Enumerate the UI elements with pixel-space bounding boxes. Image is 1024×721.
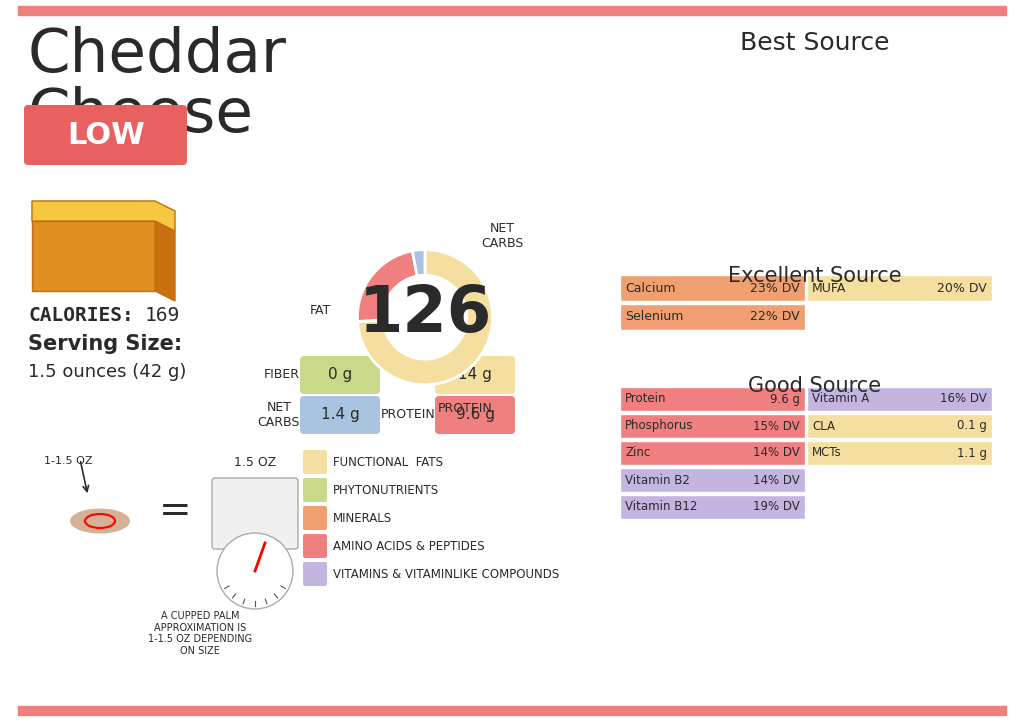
Text: 20% DV: 20% DV <box>937 281 987 294</box>
FancyBboxPatch shape <box>212 478 298 549</box>
Text: CALORIES:: CALORIES: <box>28 306 134 325</box>
FancyBboxPatch shape <box>303 450 327 474</box>
Text: 16% DV: 16% DV <box>940 392 987 405</box>
FancyBboxPatch shape <box>620 441 805 465</box>
Text: NET
CARBS: NET CARBS <box>258 401 300 429</box>
Text: NET
CARBS: NET CARBS <box>481 222 524 250</box>
Text: Selenium: Selenium <box>625 311 683 324</box>
Text: FIBER: FIBER <box>264 368 300 381</box>
Text: 14 g: 14 g <box>458 368 492 383</box>
Text: Cheddar: Cheddar <box>28 26 287 85</box>
Text: 14% DV: 14% DV <box>754 474 800 487</box>
Wedge shape <box>413 249 425 276</box>
FancyBboxPatch shape <box>24 105 187 165</box>
Text: Vitamin A: Vitamin A <box>812 392 869 405</box>
FancyBboxPatch shape <box>300 356 380 394</box>
Text: MINERALS: MINERALS <box>333 511 392 524</box>
Text: VITAMINS & VITAMINLIKE COMPOUNDS: VITAMINS & VITAMINLIKE COMPOUNDS <box>333 567 559 580</box>
Text: 23% DV: 23% DV <box>751 281 800 294</box>
Text: Phosphorus: Phosphorus <box>625 420 693 433</box>
Text: 9.6 g: 9.6 g <box>456 407 495 423</box>
FancyBboxPatch shape <box>435 396 515 434</box>
FancyBboxPatch shape <box>300 396 380 434</box>
Text: 1.5 OZ: 1.5 OZ <box>233 456 276 469</box>
Text: 19% DV: 19% DV <box>754 500 800 513</box>
FancyBboxPatch shape <box>807 414 992 438</box>
Polygon shape <box>32 221 155 291</box>
Text: Protein: Protein <box>625 392 667 405</box>
Text: Serving Size:: Serving Size: <box>28 334 182 354</box>
Polygon shape <box>32 201 155 221</box>
Wedge shape <box>357 251 417 322</box>
Text: Vitamin B2: Vitamin B2 <box>625 474 690 487</box>
Text: =: = <box>159 492 191 530</box>
Text: Best Source: Best Source <box>740 31 890 55</box>
Text: 169: 169 <box>145 306 180 325</box>
Text: 1.5 ounces (42 g): 1.5 ounces (42 g) <box>28 363 186 381</box>
Text: MCTs: MCTs <box>812 446 842 459</box>
FancyBboxPatch shape <box>620 304 805 330</box>
FancyBboxPatch shape <box>620 275 805 301</box>
Wedge shape <box>357 249 493 385</box>
FancyBboxPatch shape <box>303 478 327 502</box>
Text: 126: 126 <box>358 283 492 345</box>
Text: LOW: LOW <box>68 120 144 149</box>
Text: FUNCTIONAL  FATS: FUNCTIONAL FATS <box>333 456 443 469</box>
Text: A CUPPED PALM
APPROXIMATION IS
1-1.5 OZ DEPENDING
ON SIZE: A CUPPED PALM APPROXIMATION IS 1-1.5 OZ … <box>147 611 252 656</box>
Text: MUFA: MUFA <box>812 281 847 294</box>
FancyBboxPatch shape <box>620 468 805 492</box>
Text: 0.1 g: 0.1 g <box>957 420 987 433</box>
FancyBboxPatch shape <box>807 275 992 301</box>
Text: 9.6 g: 9.6 g <box>770 392 800 405</box>
Text: 1.4 g: 1.4 g <box>321 407 359 423</box>
Bar <box>18 6 1006 15</box>
Circle shape <box>217 533 293 609</box>
Text: PHYTONUTRIENTS: PHYTONUTRIENTS <box>333 484 439 497</box>
Text: Good Source: Good Source <box>749 376 882 396</box>
Polygon shape <box>155 221 175 301</box>
Text: Vitamin B12: Vitamin B12 <box>625 500 697 513</box>
Text: Cheese: Cheese <box>28 86 254 145</box>
Text: FAT: FAT <box>414 368 435 381</box>
Text: FAT: FAT <box>309 304 331 317</box>
Text: 0 g: 0 g <box>328 368 352 383</box>
FancyBboxPatch shape <box>303 534 327 558</box>
Bar <box>18 706 1006 715</box>
Text: PROTEIN: PROTEIN <box>438 402 493 415</box>
Text: AMINO ACIDS & PEPTIDES: AMINO ACIDS & PEPTIDES <box>333 539 484 552</box>
FancyBboxPatch shape <box>807 441 992 465</box>
Text: 14% DV: 14% DV <box>754 446 800 459</box>
Text: 22% DV: 22% DV <box>751 311 800 324</box>
Text: Excellent Source: Excellent Source <box>728 266 902 286</box>
Text: PROTEIN: PROTEIN <box>380 409 435 422</box>
FancyBboxPatch shape <box>303 506 327 530</box>
Text: 1.1 g: 1.1 g <box>957 446 987 459</box>
Text: CLA: CLA <box>812 420 835 433</box>
FancyBboxPatch shape <box>435 356 515 394</box>
FancyBboxPatch shape <box>620 387 805 411</box>
FancyBboxPatch shape <box>807 387 992 411</box>
FancyBboxPatch shape <box>620 495 805 519</box>
FancyBboxPatch shape <box>620 414 805 438</box>
Text: Zinc: Zinc <box>625 446 650 459</box>
Text: Calcium: Calcium <box>625 281 676 294</box>
Text: 1-1.5 OZ: 1-1.5 OZ <box>44 456 92 466</box>
Ellipse shape <box>70 508 130 534</box>
Polygon shape <box>32 201 175 231</box>
Text: 15% DV: 15% DV <box>754 420 800 433</box>
FancyBboxPatch shape <box>303 562 327 586</box>
